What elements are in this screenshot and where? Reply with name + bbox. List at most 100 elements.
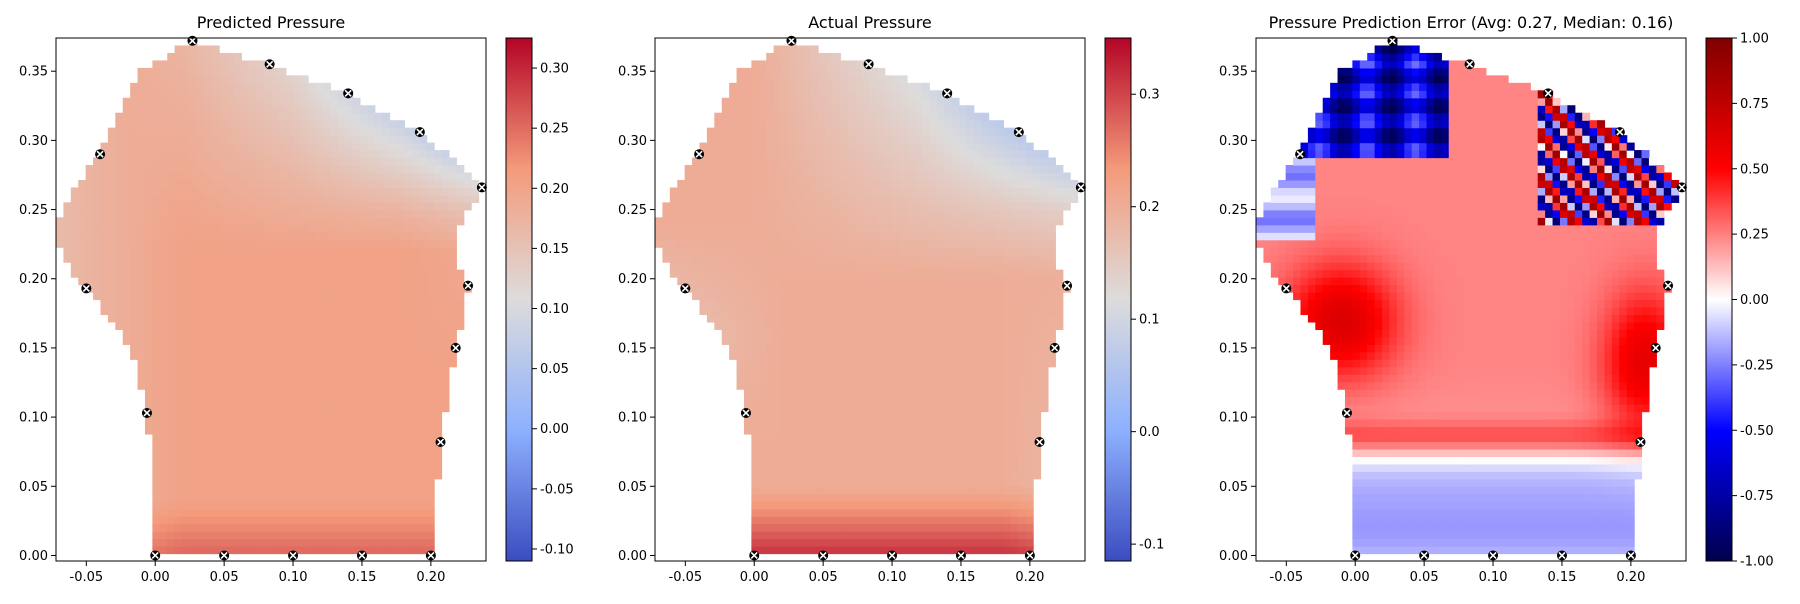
field-cell <box>145 389 153 397</box>
field-cell <box>751 359 759 367</box>
field-cell <box>833 501 841 509</box>
field-cell <box>353 337 361 345</box>
field-cell <box>175 90 183 98</box>
field-cell <box>278 539 286 547</box>
field-cell <box>855 382 863 390</box>
field-cell <box>863 135 871 143</box>
field-cell <box>234 83 242 91</box>
field-cell <box>737 329 745 337</box>
field-cell <box>278 158 286 166</box>
field-cell <box>751 314 759 322</box>
field-cell <box>722 143 730 151</box>
field-cell <box>922 389 930 397</box>
field-cell <box>345 449 353 457</box>
field-cell <box>271 83 279 91</box>
field-cell <box>885 172 893 180</box>
field-cell <box>278 83 286 91</box>
field-cell <box>737 128 745 136</box>
field-cell <box>249 172 257 180</box>
field-cell <box>751 128 759 136</box>
field-cell <box>759 195 767 203</box>
field-cell <box>286 262 294 270</box>
field-cell <box>323 128 331 136</box>
field-cell <box>382 449 390 457</box>
field-cell <box>892 83 900 91</box>
field-cell <box>375 150 383 158</box>
field-cell <box>442 337 450 345</box>
field-cell <box>811 516 819 524</box>
field-cell <box>840 210 848 218</box>
field-cell <box>308 240 316 248</box>
field-cell <box>264 120 272 128</box>
field-cell <box>249 494 257 502</box>
field-cell <box>788 359 796 367</box>
field-cell <box>848 210 856 218</box>
x-tick-label: 0.05 <box>210 570 239 585</box>
field-cell <box>751 135 759 143</box>
field-cell <box>278 494 286 502</box>
field-cell <box>219 509 227 517</box>
field-cell <box>293 240 301 248</box>
field-cell <box>138 158 146 166</box>
field-cell <box>848 352 856 360</box>
field-cell <box>219 202 227 210</box>
field-cell <box>152 247 160 255</box>
field-cell <box>751 180 759 188</box>
field-cell <box>315 105 323 113</box>
field-cell <box>707 150 715 158</box>
field-cell <box>419 285 427 293</box>
field-cell <box>189 374 197 382</box>
field-cell <box>212 449 220 457</box>
field-cell <box>234 240 242 248</box>
field-cell <box>308 322 316 330</box>
field-cell <box>360 434 368 442</box>
field-cell <box>330 479 338 487</box>
field-cell <box>766 509 774 517</box>
field-cell <box>160 307 168 315</box>
field-cell <box>796 397 804 405</box>
field-cell <box>249 501 257 509</box>
field-cell <box>160 202 168 210</box>
field-cell <box>123 128 131 136</box>
field-cell <box>323 352 331 360</box>
field-cell <box>138 120 146 128</box>
field-cell <box>271 232 279 240</box>
field-cell <box>781 449 789 457</box>
field-cell <box>892 202 900 210</box>
field-cell <box>345 143 353 151</box>
field-cell <box>900 352 908 360</box>
field-cell <box>390 344 398 352</box>
field-cell <box>375 270 383 278</box>
field-cell <box>412 187 420 195</box>
field-cell <box>840 255 848 263</box>
field-cell <box>833 187 841 195</box>
field-cell <box>759 494 767 502</box>
field-cell <box>781 105 789 113</box>
field-cell <box>301 292 309 300</box>
field-cell <box>803 165 811 173</box>
field-cell <box>86 247 94 255</box>
field-cell <box>722 314 730 322</box>
field-cell <box>751 217 759 225</box>
field-cell <box>249 427 257 435</box>
field-cell <box>759 412 767 420</box>
field-cell <box>892 247 900 255</box>
field-cell <box>375 531 383 539</box>
field-cell <box>197 516 205 524</box>
field-cell <box>382 262 390 270</box>
field-cell <box>330 158 338 166</box>
field-cell <box>766 285 774 293</box>
field-cell <box>944 397 952 405</box>
field-cell <box>345 539 353 547</box>
field-cell <box>840 344 848 352</box>
field-cell <box>315 314 323 322</box>
field-cell <box>655 240 663 248</box>
field-cell <box>707 165 715 173</box>
field-cell <box>722 337 730 345</box>
field-cell <box>293 329 301 337</box>
field-cell <box>892 105 900 113</box>
field-cell <box>345 344 353 352</box>
field-cell <box>434 456 442 464</box>
field-cell <box>848 262 856 270</box>
field-cell <box>840 322 848 330</box>
